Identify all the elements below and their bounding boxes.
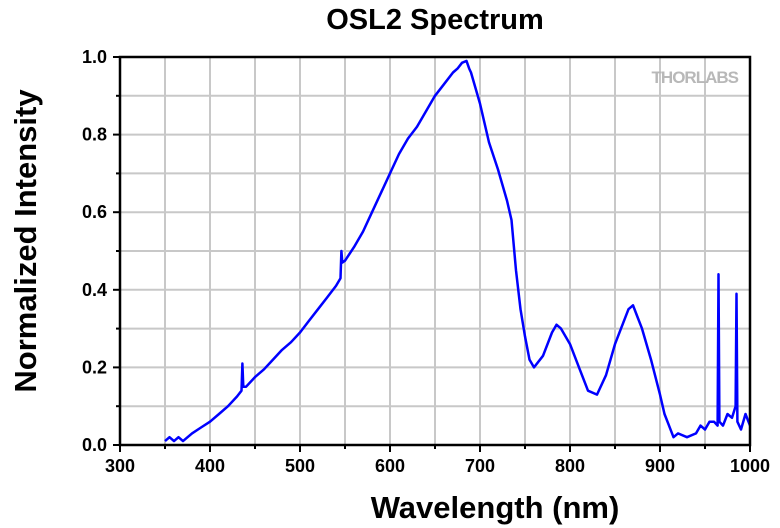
- x-tick-label: 700: [465, 456, 495, 476]
- spectrum-line: [164, 59, 752, 443]
- x-tick-label: 300: [105, 456, 135, 476]
- x-axis-label: Wavelength (nm): [371, 490, 620, 525]
- y-tick-label: 1.0: [82, 47, 107, 67]
- x-tick-label: 900: [645, 456, 675, 476]
- x-tick-label: 600: [375, 456, 405, 476]
- y-tick-label: 0.6: [82, 202, 107, 222]
- x-tick-label: 800: [555, 456, 585, 476]
- x-tick-label: 400: [195, 456, 225, 476]
- watermark-logo: THORLABS: [652, 68, 739, 87]
- y-tick-label: 0.2: [82, 357, 107, 377]
- y-axis-label: Normalized Intensity: [8, 89, 43, 393]
- x-tick-label: 500: [285, 456, 315, 476]
- y-tick-label: 0.0: [82, 435, 107, 455]
- chart-title: OSL2 Spectrum: [326, 4, 544, 36]
- x-tick-label: 1000: [730, 456, 770, 476]
- y-tick-label: 0.8: [82, 125, 107, 145]
- y-tick-label: 0.4: [82, 280, 107, 300]
